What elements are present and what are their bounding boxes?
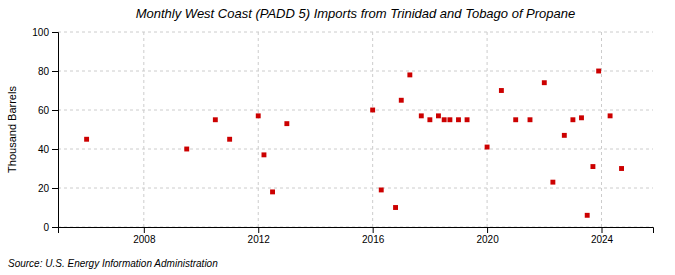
chart: 2008 2012 2016 2020 2024 0 20 40 60 80 100 Monthly … bbox=[0, 0, 675, 275]
point bbox=[256, 113, 261, 118]
tick: 20 bbox=[38, 183, 58, 194]
axis-line bbox=[52, 33, 59, 228]
grid-line bbox=[58, 188, 653, 189]
tick: 2024 bbox=[591, 227, 614, 245]
point bbox=[370, 108, 375, 113]
tick-mark bbox=[52, 71, 58, 72]
point bbox=[442, 117, 447, 122]
point bbox=[550, 180, 555, 185]
point bbox=[562, 133, 567, 138]
tick: 40 bbox=[38, 144, 58, 155]
grid-line bbox=[58, 149, 653, 150]
point bbox=[213, 117, 218, 122]
x-axis: 2008 2012 2016 2020 2024 bbox=[59, 227, 654, 245]
point bbox=[436, 113, 441, 118]
grid-line bbox=[487, 32, 488, 227]
point bbox=[585, 213, 590, 218]
title: Monthly West Coast (PADD 5) Imports from… bbox=[136, 6, 576, 21]
point bbox=[596, 69, 601, 74]
tick: 2020 bbox=[476, 227, 499, 245]
point bbox=[399, 98, 404, 103]
point bbox=[419, 113, 424, 118]
point bbox=[284, 121, 289, 126]
tick-mark bbox=[144, 227, 145, 233]
point bbox=[590, 164, 595, 169]
point bbox=[227, 137, 232, 142]
point bbox=[619, 166, 624, 171]
point bbox=[262, 152, 267, 157]
tick-label: 40 bbox=[38, 144, 50, 155]
tick-mark bbox=[52, 149, 58, 150]
axis-line bbox=[59, 228, 654, 234]
point bbox=[427, 117, 432, 122]
plot-area: 2008 2012 2016 2020 2024 0 20 40 60 80 100 bbox=[32, 27, 653, 245]
tick-mark bbox=[52, 110, 58, 111]
tick: 100 bbox=[32, 27, 58, 38]
grid-line bbox=[372, 32, 373, 227]
annotation: Source: U.S. Energy Information Administ… bbox=[8, 258, 218, 269]
point bbox=[407, 72, 412, 77]
point bbox=[84, 137, 89, 142]
grid-line bbox=[58, 32, 653, 33]
tick: 80 bbox=[38, 66, 58, 77]
tick: 0 bbox=[43, 222, 58, 233]
grid-line bbox=[601, 32, 602, 227]
point bbox=[270, 189, 275, 194]
point bbox=[528, 117, 533, 122]
tick-label: 60 bbox=[38, 105, 50, 116]
grid-line bbox=[58, 71, 653, 72]
point bbox=[499, 88, 504, 93]
tick-mark bbox=[52, 188, 58, 189]
y-axis: 0 20 40 60 80 100 bbox=[32, 27, 58, 233]
points bbox=[84, 69, 624, 218]
tick-label: 2008 bbox=[133, 234, 156, 245]
tick-mark bbox=[258, 227, 259, 233]
point bbox=[379, 188, 384, 193]
tick-mark bbox=[602, 227, 603, 233]
grid bbox=[58, 32, 653, 227]
tick-label: 2012 bbox=[248, 234, 271, 245]
tick-mark bbox=[373, 227, 374, 233]
point bbox=[447, 117, 452, 122]
point bbox=[513, 117, 518, 122]
tick-label: 0 bbox=[43, 222, 49, 233]
grid-line bbox=[258, 32, 259, 227]
tick-mark bbox=[52, 227, 58, 228]
tick: 2012 bbox=[248, 227, 271, 245]
grid-line bbox=[58, 110, 653, 111]
point bbox=[579, 115, 584, 120]
point bbox=[608, 113, 613, 118]
grid-line bbox=[143, 32, 144, 227]
tick-label: 20 bbox=[38, 183, 50, 194]
tick: 60 bbox=[38, 105, 58, 116]
tick-label: 2024 bbox=[591, 234, 614, 245]
tick-label: 2020 bbox=[476, 234, 499, 245]
point bbox=[456, 117, 461, 122]
tick-label: 100 bbox=[32, 27, 49, 38]
point bbox=[542, 80, 547, 85]
point bbox=[570, 117, 575, 122]
tick-label: 2016 bbox=[362, 234, 385, 245]
tick: 2008 bbox=[133, 227, 156, 245]
point bbox=[184, 147, 189, 152]
tick: 2016 bbox=[362, 227, 385, 245]
tick-label: 80 bbox=[38, 66, 50, 77]
tick-mark bbox=[487, 227, 488, 233]
tick-mark bbox=[52, 32, 58, 33]
point bbox=[465, 117, 470, 122]
point bbox=[393, 205, 398, 210]
point bbox=[485, 145, 490, 150]
y-axis-title: Thousand Barrels bbox=[6, 86, 18, 173]
